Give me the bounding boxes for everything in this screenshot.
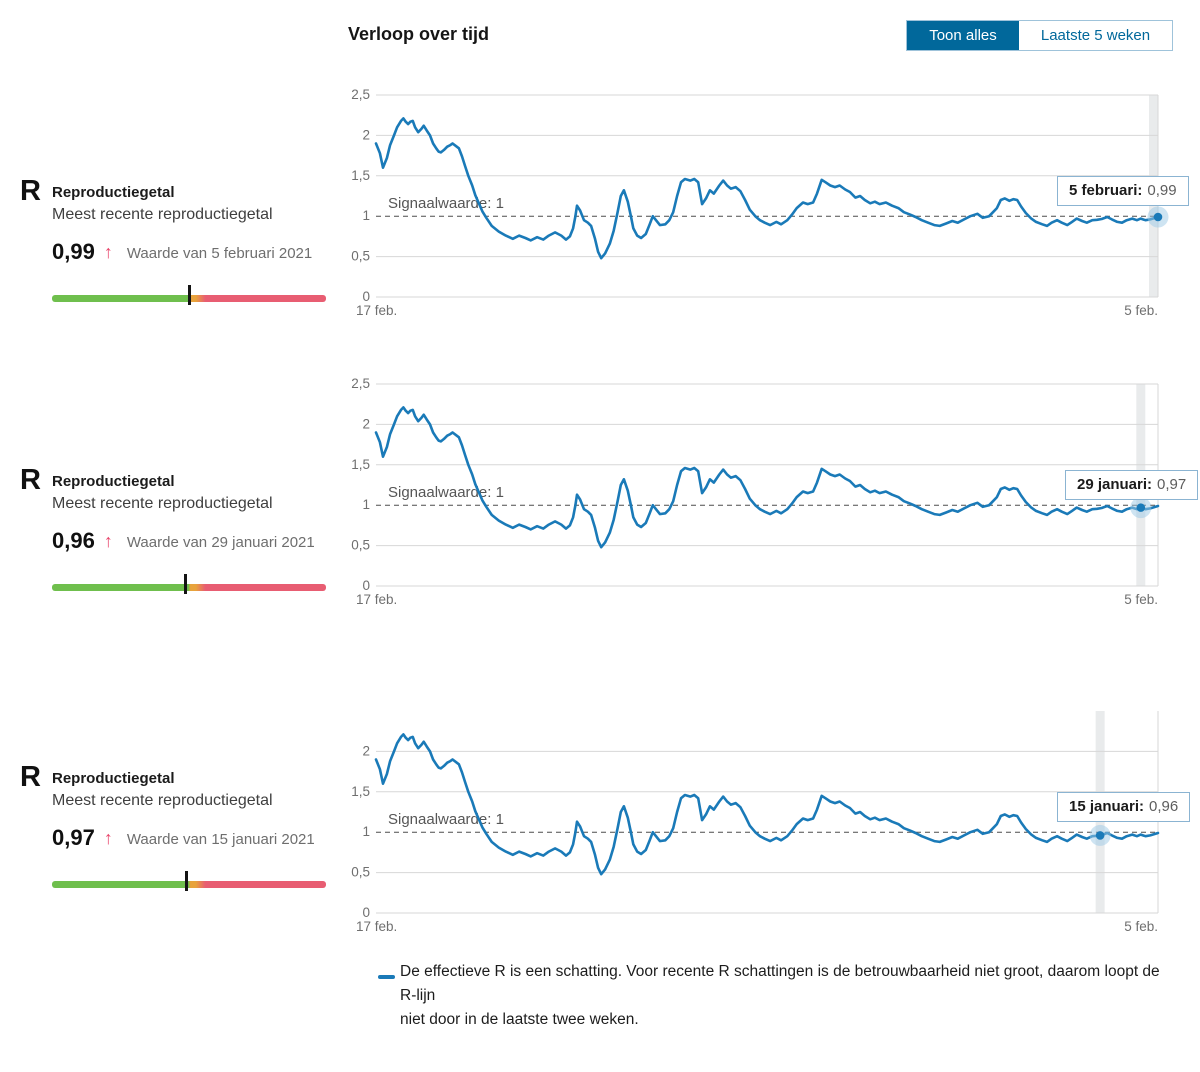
r-time-chart-2[interactable]: 0 0,5 1 1,5 2 2,5 17 feb. 5 feb. Signaalwaarde: …: [340, 374, 1199, 624]
y-axis-tick-label: 0,5: [351, 538, 370, 553]
y-axis-tick-label: 2,5: [351, 87, 370, 102]
signal-value-label: Signaalwaarde: 1: [388, 811, 504, 828]
signal-value-label: Signaalwaarde: 1: [388, 195, 504, 212]
r-icon: R: [20, 761, 41, 793]
r-line-series: [374, 117, 1160, 260]
r-icon: R: [20, 175, 41, 207]
x-axis-end-label: 5 feb.: [1124, 919, 1158, 934]
chart-legend: De effectieve R is een schatting. Voor r…: [378, 960, 1178, 1032]
x-axis-end-label: 5 feb.: [1124, 592, 1158, 607]
r-value: 0,99: [52, 239, 95, 264]
kpi-panel-reproductiegetal-1: R Reproductiegetal Meest recente reprodu…: [20, 177, 326, 312]
panel-title: Reproductiegetal: [52, 770, 175, 787]
trend-up-icon: ↑: [103, 530, 113, 551]
r-time-chart-3[interactable]: 0 0,5 1 1,5 2 17 feb. 5 feb. Signaalwaarde: 1 15…: [340, 701, 1191, 951]
chart-tooltip: 29 januari: 0,97: [1065, 470, 1199, 500]
tooltip-value: 0,97: [1157, 476, 1187, 493]
toggle-toon-alles-button[interactable]: Toon alles: [907, 21, 1019, 50]
time-range-toggle: Toon alles Laatste 5 weken: [906, 20, 1173, 51]
r-line-series: [374, 733, 1160, 876]
x-axis-end-label: 5 feb.: [1124, 303, 1158, 318]
r-scale-marker: [187, 285, 191, 305]
y-axis-tick-label: 0: [362, 289, 370, 304]
chart-tooltip: 15 januari: 0,96: [1057, 792, 1191, 822]
chart-tooltip: 5 februari: 0,99: [1057, 176, 1189, 206]
y-axis-tick-label: 0,5: [351, 865, 370, 880]
y-axis-tick-label: 1,5: [351, 168, 370, 183]
y-axis-tick-label: 0,5: [351, 249, 370, 264]
data-point[interactable]: [1095, 831, 1105, 840]
panel-subtitle: Meest recente reproductiegetal: [52, 495, 273, 512]
r-value: 0,97: [52, 825, 95, 850]
trend-up-icon: ↑: [103, 241, 113, 262]
kpi-panel-reproductiegetal-3: R Reproductiegetal Meest recente reprodu…: [20, 763, 326, 898]
y-axis-tick-label: 2,5: [351, 376, 370, 391]
tooltip-value: 0,96: [1149, 798, 1179, 815]
x-axis-start-label: 17 feb.: [356, 592, 397, 607]
panel-subtitle: Meest recente reproductiegetal: [52, 792, 273, 809]
r-time-chart-1[interactable]: 0 0,5 1 1,5 2 2,5 17 feb. 5 feb. Signaalwaarde: …: [340, 85, 1189, 335]
value-date-label: Waarde van 29 januari 2021: [126, 533, 315, 551]
x-axis-start-label: 17 feb.: [356, 919, 397, 934]
r-value: 0,96: [52, 528, 95, 553]
panel-subtitle: Meest recente reproductiegetal: [52, 206, 273, 223]
chart-canvas[interactable]: 0 0,5 1 1,5 2 2,5 17 feb. 5 feb. Signaalwaarde: …: [340, 85, 1185, 335]
tooltip-value: 0,99: [1147, 182, 1177, 199]
y-axis-tick-label: 1: [362, 208, 370, 223]
trend-up-icon: ↑: [103, 827, 113, 848]
y-axis-tick-label: 1: [362, 824, 370, 839]
line-series-swatch-icon: [378, 975, 395, 979]
y-axis-tick-label: 0: [362, 905, 370, 920]
r-scale-bar: [52, 285, 326, 305]
y-axis-tick-label: 2: [362, 416, 370, 431]
value-date-label: Waarde van 5 februari 2021: [126, 244, 313, 262]
data-point[interactable]: [1153, 212, 1163, 222]
page-title: Verloop over tijd: [348, 24, 490, 44]
kpi-panel-reproductiegetal-2: R Reproductiegetal Meest recente reprodu…: [20, 466, 326, 601]
y-axis-tick-label: 1: [362, 497, 370, 512]
x-axis-start-label: 17 feb.: [356, 303, 397, 318]
tooltip-date: 29 januari:: [1077, 476, 1153, 493]
data-point[interactable]: [1136, 503, 1146, 512]
r-scale-bar: [52, 574, 326, 594]
y-axis-tick-label: 2: [362, 127, 370, 142]
tooltip-date: 5 februari:: [1069, 182, 1143, 199]
y-axis-tick-label: 1,5: [351, 784, 370, 799]
panel-title: Reproductiegetal: [52, 473, 175, 490]
panel-title: Reproductiegetal: [52, 184, 175, 201]
legend-text: De effectieve R is een schatting. Voor r…: [400, 963, 1160, 1028]
r-scale-marker: [184, 871, 188, 891]
r-icon: R: [20, 464, 41, 496]
r-line-series: [374, 406, 1160, 549]
value-date-label: Waarde van 15 januari 2021: [126, 830, 315, 848]
tooltip-date: 15 januari:: [1069, 798, 1145, 815]
y-axis-tick-label: 0: [362, 578, 370, 593]
signal-value-label: Signaalwaarde: 1: [388, 484, 504, 501]
y-axis-tick-label: 1,5: [351, 457, 370, 472]
r-scale-marker: [184, 574, 188, 594]
chart-canvas[interactable]: 0 0,5 1 1,5 2 17 feb. 5 feb. Signaalwaarde: 1: [340, 701, 1185, 951]
r-scale-bar: [52, 871, 326, 891]
chart-canvas[interactable]: 0 0,5 1 1,5 2 2,5 17 feb. 5 feb. Signaalwaarde: …: [340, 374, 1185, 624]
toggle-laatste-5-weken-button[interactable]: Laatste 5 weken: [1019, 21, 1172, 50]
y-axis-tick-label: 2: [362, 743, 370, 758]
